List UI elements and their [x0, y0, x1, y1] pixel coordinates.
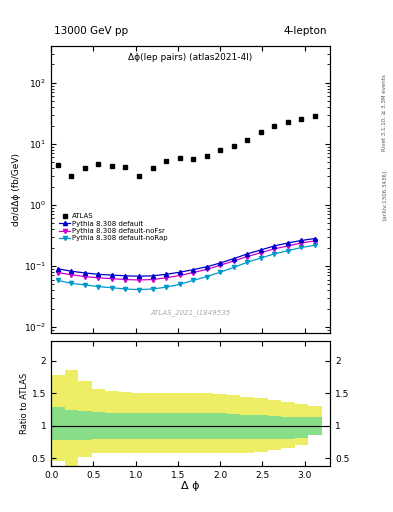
Line: Pythia 8.308 default-noFsr: Pythia 8.308 default-noFsr [56, 239, 317, 282]
Text: 13000 GeV pp: 13000 GeV pp [54, 26, 128, 36]
Pythia 8.308 default-noFsr [204, 266, 209, 272]
Pythia 8.308 default-noRap [259, 255, 263, 261]
Pythia 8.308 default-noRap [245, 259, 250, 265]
ATLAS [96, 161, 101, 167]
Pythia 8.308 default-noRap [177, 281, 182, 287]
Pythia 8.308 default [191, 267, 195, 273]
Pythia 8.308 default [55, 266, 60, 272]
Pythia 8.308 default-noRap [231, 264, 236, 270]
Text: 4-lepton: 4-lepton [284, 26, 327, 36]
Pythia 8.308 default-noRap [96, 284, 101, 290]
Text: Rivet 3.1.10, ≥ 3.3M events: Rivet 3.1.10, ≥ 3.3M events [382, 74, 387, 151]
Pythia 8.308 default [245, 251, 250, 257]
Pythia 8.308 default-noFsr [299, 240, 304, 246]
Y-axis label: dσ/dΔϕ (fb/GeV): dσ/dΔϕ (fb/GeV) [12, 153, 21, 226]
Pythia 8.308 default-noRap [204, 273, 209, 280]
Pythia 8.308 default-noFsr [110, 275, 114, 282]
Pythia 8.308 default [150, 273, 155, 279]
Pythia 8.308 default [164, 271, 169, 278]
ATLAS [69, 173, 74, 179]
Pythia 8.308 default-noFsr [191, 269, 195, 275]
Pythia 8.308 default-noFsr [312, 238, 317, 244]
ATLAS [218, 147, 222, 154]
ATLAS [55, 162, 60, 168]
Pythia 8.308 default-noRap [83, 282, 87, 288]
Pythia 8.308 default-noRap [123, 286, 128, 292]
Pythia 8.308 default-noFsr [245, 253, 250, 260]
Text: [arXiv:1306.3436]: [arXiv:1306.3436] [382, 169, 387, 220]
Pythia 8.308 default [231, 255, 236, 262]
Pythia 8.308 default-noRap [272, 251, 277, 257]
Pythia 8.308 default-noRap [299, 244, 304, 250]
Pythia 8.308 default-noFsr [218, 262, 222, 268]
Pythia 8.308 default-noFsr [83, 273, 87, 280]
Pythia 8.308 default-noFsr [137, 277, 141, 283]
Pythia 8.308 default [69, 268, 74, 274]
Pythia 8.308 default-noRap [137, 287, 141, 293]
ATLAS [272, 123, 277, 129]
Pythia 8.308 default-noFsr [177, 272, 182, 279]
Pythia 8.308 default-noFsr [231, 258, 236, 264]
Pythia 8.308 default [218, 260, 222, 266]
Pythia 8.308 default-noFsr [69, 272, 74, 278]
Pythia 8.308 default [123, 273, 128, 279]
Pythia 8.308 default-noFsr [285, 243, 290, 249]
Pythia 8.308 default [177, 269, 182, 275]
Line: Pythia 8.308 default-noRap: Pythia 8.308 default-noRap [56, 243, 317, 292]
ATLAS [299, 116, 304, 122]
ATLAS [245, 137, 250, 143]
Y-axis label: Ratio to ATLAS: Ratio to ATLAS [20, 373, 29, 434]
Pythia 8.308 default-noRap [69, 280, 74, 286]
ATLAS [137, 173, 141, 179]
Pythia 8.308 default-noRap [285, 248, 290, 254]
ATLAS [191, 156, 195, 162]
Pythia 8.308 default [83, 270, 87, 276]
Line: ATLAS: ATLAS [55, 113, 317, 178]
ATLAS [83, 165, 87, 171]
Pythia 8.308 default-noFsr [55, 269, 60, 275]
Legend: ATLAS, Pythia 8.308 default, Pythia 8.308 default-noFsr, Pythia 8.308 default-no: ATLAS, Pythia 8.308 default, Pythia 8.30… [57, 211, 170, 243]
Pythia 8.308 default [96, 271, 101, 278]
ATLAS [285, 119, 290, 125]
Pythia 8.308 default-noFsr [150, 276, 155, 283]
ATLAS [177, 155, 182, 161]
ATLAS [150, 165, 155, 171]
Pythia 8.308 default [259, 247, 263, 253]
Pythia 8.308 default [272, 243, 277, 249]
Pythia 8.308 default [110, 272, 114, 278]
Pythia 8.308 default [312, 236, 317, 242]
ATLAS [164, 158, 169, 164]
Pythia 8.308 default [204, 264, 209, 270]
Pythia 8.308 default-noRap [312, 242, 317, 248]
Pythia 8.308 default-noRap [164, 284, 169, 290]
Pythia 8.308 default-noRap [55, 278, 60, 284]
ATLAS [123, 164, 128, 170]
Text: Δϕ(lep pairs) (atlas2021-4l): Δϕ(lep pairs) (atlas2021-4l) [129, 53, 253, 62]
Pythia 8.308 default-noFsr [164, 275, 169, 281]
Pythia 8.308 default-noFsr [96, 275, 101, 281]
Pythia 8.308 default-noRap [218, 269, 222, 275]
ATLAS [259, 129, 263, 135]
Pythia 8.308 default [299, 238, 304, 244]
Line: Pythia 8.308 default: Pythia 8.308 default [56, 237, 317, 279]
ATLAS [204, 153, 209, 159]
Pythia 8.308 default-noFsr [259, 250, 263, 256]
ATLAS [231, 143, 236, 149]
X-axis label: Δ ϕ: Δ ϕ [181, 481, 200, 491]
Pythia 8.308 default-noRap [150, 286, 155, 292]
Text: ATLAS_2021_I1849535: ATLAS_2021_I1849535 [151, 309, 231, 316]
ATLAS [110, 163, 114, 169]
Pythia 8.308 default-noFsr [272, 246, 277, 252]
Pythia 8.308 default-noRap [110, 285, 114, 291]
ATLAS [312, 113, 317, 119]
Pythia 8.308 default [285, 240, 290, 246]
Pythia 8.308 default-noRap [191, 278, 195, 284]
Pythia 8.308 default-noFsr [123, 276, 128, 283]
Pythia 8.308 default [137, 273, 141, 279]
